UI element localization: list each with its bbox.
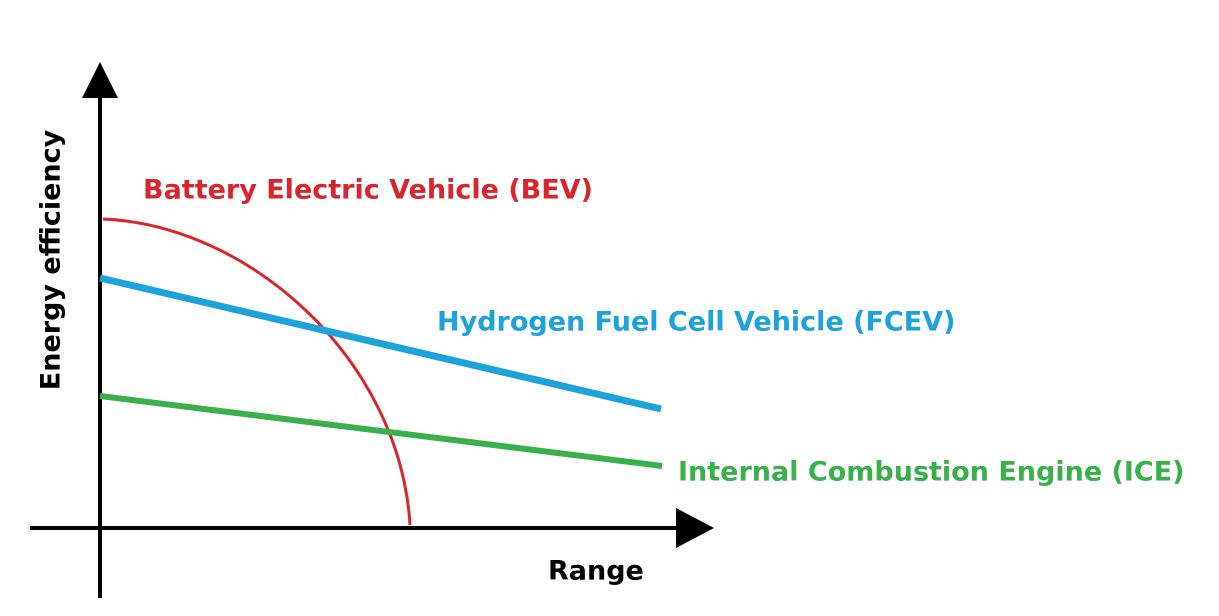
bev-curve xyxy=(102,217,412,526)
bev-label: Battery Electric Vehicle (BEV) xyxy=(143,175,593,206)
ice-curve xyxy=(99,393,663,469)
y-axis-arrow xyxy=(82,62,118,98)
y-axis-label: Energy efficiency xyxy=(36,129,67,390)
fcev-label: Hydrogen Fuel Cell Vehicle (FCEV) xyxy=(437,307,955,338)
x-axis-label: Range xyxy=(548,556,644,587)
fcev-curve xyxy=(99,274,662,413)
x-axis-arrow xyxy=(676,508,714,548)
ice-label: Internal Combustion Engine (ICE) xyxy=(678,457,1185,488)
